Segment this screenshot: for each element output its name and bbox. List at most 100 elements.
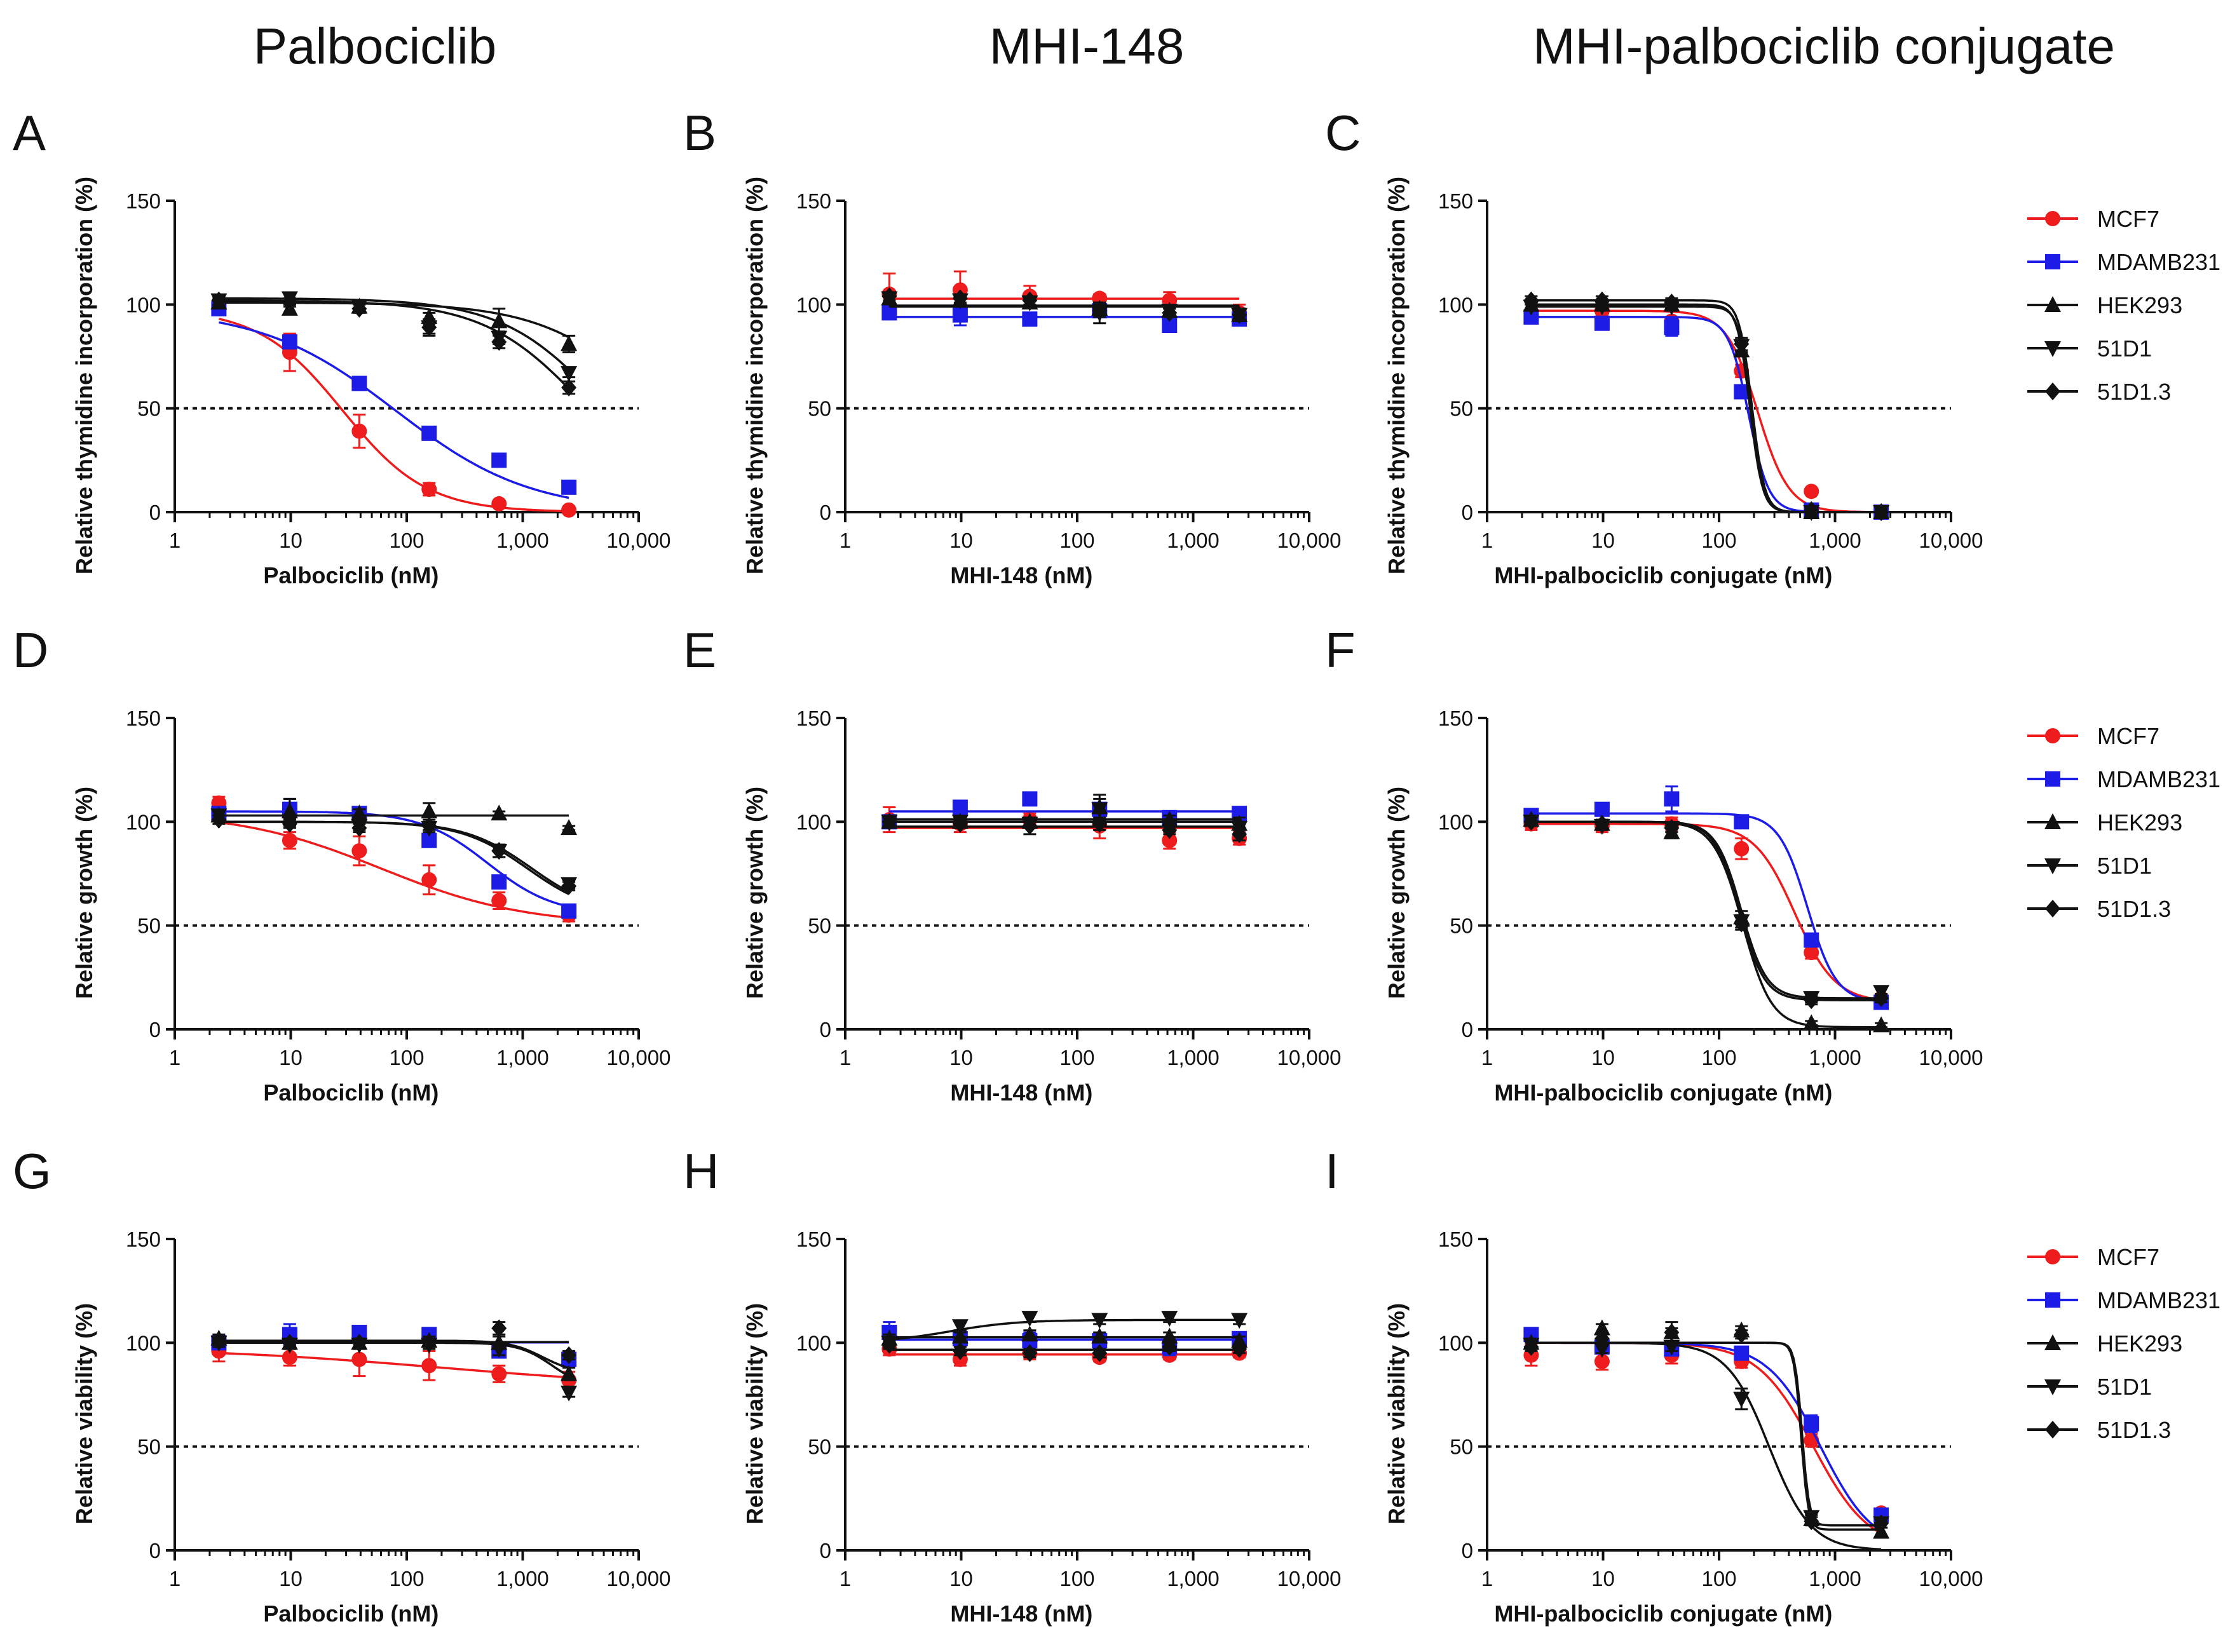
series-51d1 <box>881 797 1248 837</box>
legend-label: HEK293 <box>2097 292 2182 318</box>
series-mcf7 <box>881 1341 1248 1367</box>
chart-panel-h: H 0 50 100 150 1 10 100 1,000 10,000 MHI-148 (nM) R… <box>683 1143 1341 1627</box>
y-tick-label: 100 <box>1438 293 1473 316</box>
series-hek293 <box>881 794 1248 831</box>
data-point <box>881 305 897 321</box>
data-point <box>1734 841 1750 856</box>
y-tick-label: 100 <box>126 1331 161 1355</box>
data-point <box>1021 1311 1038 1327</box>
panel-letter-e: E <box>683 622 716 678</box>
data-point <box>1804 501 1819 519</box>
data-point <box>1162 821 1178 839</box>
data-point <box>1873 1016 1890 1032</box>
legend-marker <box>2045 254 2060 269</box>
y-tick-label: 50 <box>808 1435 831 1459</box>
y-tick-label: 0 <box>820 1018 831 1041</box>
fit-curve-mdamb231 <box>1531 316 1882 513</box>
legend-marker <box>2044 1379 2061 1395</box>
data-point <box>952 307 968 323</box>
chart-panel-i: I 0 50 100 150 1 10 100 1,000 10,000 MHI-palbocicl… <box>1325 1143 1983 1627</box>
series-mcf7 <box>1523 303 1889 520</box>
legend-label: 51D1.3 <box>2097 379 2171 405</box>
series-51d1-3 <box>211 291 577 396</box>
data-point <box>491 804 508 821</box>
data-point <box>491 893 507 909</box>
data-point <box>211 811 227 829</box>
x-tick-label: 10,000 <box>1277 529 1342 552</box>
legend-item: 51D1 <box>2027 1374 2152 1400</box>
chart-panel-d: D 0 50 100 150 1 10 100 1,000 10,000 Palbociclib (… <box>13 622 670 1106</box>
data-point <box>1804 484 1819 499</box>
fit-curve-51d1-3 <box>1531 1341 1882 1527</box>
data-point <box>1804 991 1819 1010</box>
x-tick-label: 1 <box>840 1046 851 1069</box>
data-point <box>561 819 578 836</box>
legend-item: 51D1.3 <box>2027 1417 2171 1443</box>
data-point <box>561 379 577 396</box>
legend-label: 51D1 <box>2097 853 2152 879</box>
legend-marker <box>2044 813 2061 829</box>
series-mdamb231 <box>881 791 1248 830</box>
x-tick-label: 1,000 <box>496 1046 549 1069</box>
x-tick-label: 1,000 <box>1167 1567 1220 1590</box>
data-point <box>351 819 367 837</box>
legend-label: HEK293 <box>2097 809 2182 836</box>
x-axis-title: Palbociclib (nM) <box>263 1601 439 1627</box>
data-point <box>421 802 438 818</box>
legend-marker <box>2044 341 2061 357</box>
legend-label: HEK293 <box>2097 1330 2182 1357</box>
legend-item: MCF7 <box>2027 723 2159 749</box>
data-point <box>1804 945 1819 961</box>
data-point <box>1664 791 1680 807</box>
fit-curve-51d1 <box>219 1341 569 1378</box>
x-tick-label: 1 <box>840 1567 851 1590</box>
data-point <box>561 502 577 518</box>
x-tick-label: 100 <box>1701 1567 1736 1590</box>
data-point <box>1022 1344 1038 1362</box>
y-axis-title: Relative viability (%) <box>1384 1303 1410 1524</box>
y-tick-label: 0 <box>149 1018 161 1041</box>
data-point <box>351 376 367 391</box>
series-51d1 <box>881 1311 1248 1352</box>
data-point <box>1664 294 1680 312</box>
data-point <box>1804 1416 1819 1432</box>
y-tick-label: 150 <box>1438 189 1473 213</box>
x-tick-label: 1 <box>840 529 851 552</box>
data-point <box>952 289 968 308</box>
data-point <box>1733 1391 1750 1408</box>
data-point <box>561 1365 578 1381</box>
legend-label: MCF7 <box>2097 206 2159 232</box>
data-point <box>491 1342 508 1358</box>
y-tick-label: 100 <box>126 810 161 834</box>
data-point <box>1232 306 1248 324</box>
data-point <box>491 874 507 890</box>
data-point <box>491 1319 507 1337</box>
data-point <box>952 1342 968 1360</box>
data-point <box>881 813 897 831</box>
y-tick-label: 0 <box>820 1539 831 1562</box>
x-axis-title: MHI-148 (nM) <box>950 1080 1092 1106</box>
data-point <box>491 842 507 860</box>
series-mdamb231 <box>1523 309 1889 520</box>
y-tick-label: 0 <box>1462 1539 1473 1562</box>
data-point <box>1022 311 1038 327</box>
legend-marker <box>2045 1421 2060 1439</box>
x-tick-label: 100 <box>389 1046 424 1069</box>
series-hek293 <box>881 1325 1248 1348</box>
data-point <box>1734 335 1750 353</box>
legend-item: 51D1.3 <box>2027 379 2171 405</box>
y-axis-title: Relative viability (%) <box>71 1303 97 1524</box>
data-point <box>1593 1319 1610 1336</box>
data-point <box>1734 914 1750 933</box>
data-point <box>421 872 437 888</box>
series-51d1-3 <box>881 1336 1248 1362</box>
data-point <box>1162 1337 1178 1356</box>
data-point <box>1663 1339 1680 1356</box>
series-mcf7 <box>1523 1341 1889 1534</box>
column-title-conjugate: MHI-palbociclib conjugate <box>1533 18 2115 74</box>
data-point <box>1161 1311 1178 1327</box>
y-axis-title: Relative thymidine incorporation (%) <box>742 177 768 574</box>
fit-curve-hek293 <box>219 1339 569 1369</box>
x-tick-label: 100 <box>1059 529 1094 552</box>
x-tick-label: 1,000 <box>1809 529 1861 552</box>
